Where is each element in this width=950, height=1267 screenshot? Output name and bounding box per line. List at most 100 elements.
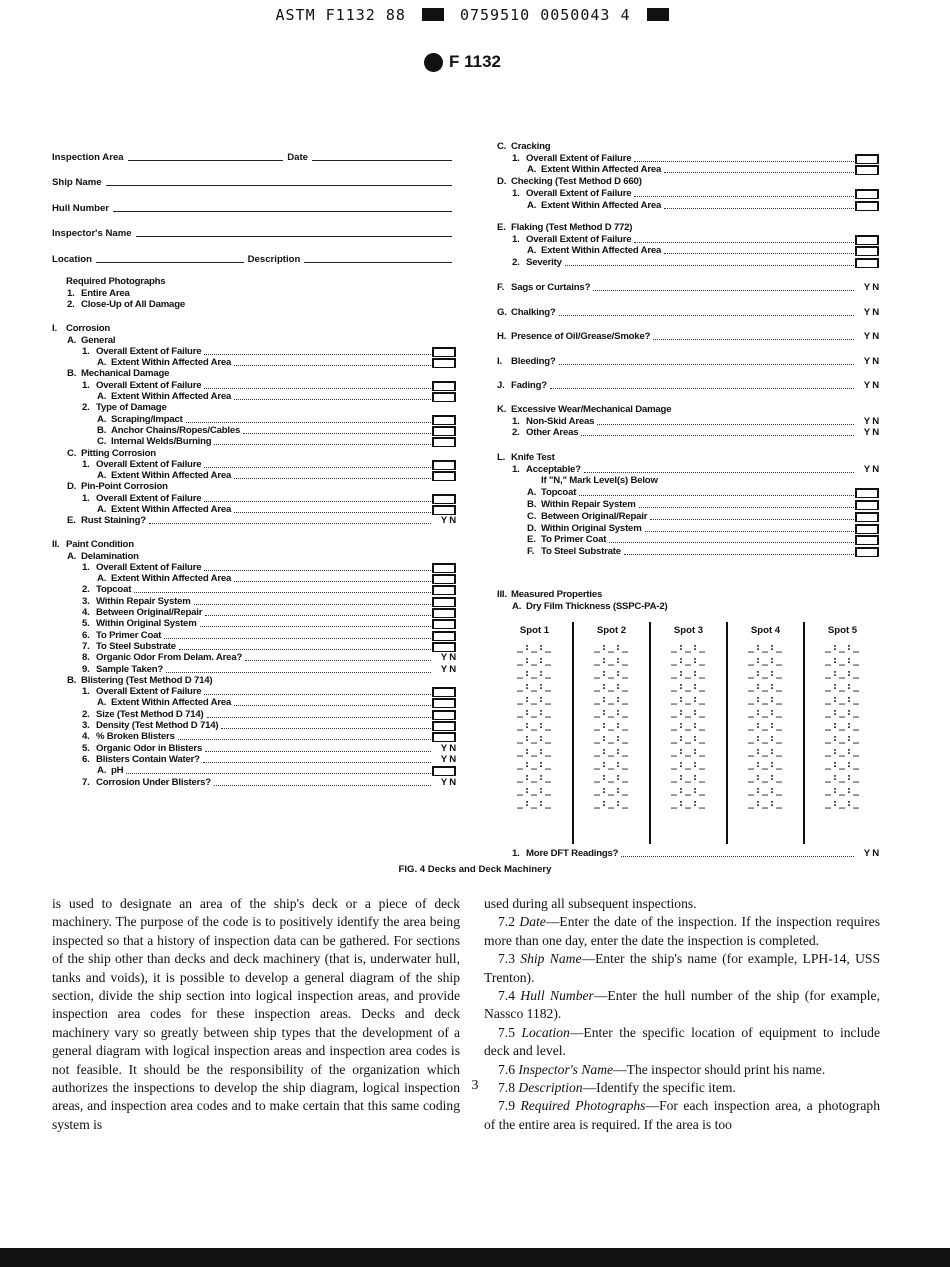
- dft-reading-field[interactable]: _:_:_: [747, 772, 784, 783]
- dft-reading-field[interactable]: _:_:_: [670, 733, 707, 744]
- rating-box[interactable]: [432, 505, 456, 516]
- yes-no-choice[interactable]: Y N: [863, 427, 879, 439]
- inspector-field[interactable]: [135, 236, 452, 237]
- yes-no-choice[interactable]: Y N: [440, 742, 456, 754]
- yes-no-choice[interactable]: Y N: [863, 379, 879, 391]
- dft-reading-field[interactable]: _:_:_: [670, 668, 707, 679]
- rating-box[interactable]: [855, 246, 879, 257]
- dft-reading-field[interactable]: _:_:_: [670, 707, 707, 718]
- dft-reading-field[interactable]: _:_:_: [670, 746, 707, 757]
- yes-no-choice[interactable]: Y N: [440, 515, 456, 527]
- dft-reading-field[interactable]: _:_:_: [516, 720, 553, 731]
- dft-reading-field[interactable]: _:_:_: [516, 759, 553, 770]
- dft-reading-field[interactable]: _:_:_: [516, 733, 553, 744]
- rating-box[interactable]: [432, 585, 456, 596]
- dft-reading-field[interactable]: _:_:_: [670, 681, 707, 692]
- rating-box[interactable]: [432, 358, 456, 369]
- dft-reading-field[interactable]: _:_:_: [516, 798, 553, 809]
- dft-reading-field[interactable]: _:_:_: [670, 720, 707, 731]
- dft-reading-field[interactable]: _:_:_: [670, 642, 707, 653]
- rating-box[interactable]: [432, 346, 456, 357]
- rating-box[interactable]: [432, 414, 456, 425]
- dft-reading-field[interactable]: _:_:_: [670, 759, 707, 770]
- dft-reading-field[interactable]: _:_:_: [670, 798, 707, 809]
- yes-no-choice[interactable]: Y N: [863, 847, 879, 859]
- rating-box[interactable]: [432, 392, 456, 403]
- rating-box[interactable]: [432, 425, 456, 436]
- dft-reading-field[interactable]: _:_:_: [824, 642, 861, 653]
- rating-box[interactable]: [432, 619, 456, 630]
- dft-reading-field[interactable]: _:_:_: [593, 785, 630, 796]
- dft-reading-field[interactable]: _:_:_: [824, 681, 861, 692]
- rating-box[interactable]: [855, 499, 879, 510]
- rating-box[interactable]: [432, 471, 456, 482]
- dft-reading-field[interactable]: _:_:_: [747, 759, 784, 770]
- rating-box[interactable]: [432, 709, 456, 720]
- dft-reading-field[interactable]: _:_:_: [747, 707, 784, 718]
- dft-reading-field[interactable]: _:_:_: [824, 798, 861, 809]
- dft-reading-field[interactable]: _:_:_: [516, 642, 553, 653]
- dft-reading-field[interactable]: _:_:_: [747, 694, 784, 705]
- dft-reading-field[interactable]: _:_:_: [593, 707, 630, 718]
- rating-box[interactable]: [855, 258, 879, 269]
- dft-reading-field[interactable]: _:_:_: [516, 785, 553, 796]
- dft-reading-field[interactable]: _:_:_: [670, 694, 707, 705]
- dft-reading-field[interactable]: _:_:_: [747, 720, 784, 731]
- dft-reading-field[interactable]: _:_:_: [593, 759, 630, 770]
- rating-box[interactable]: [432, 380, 456, 391]
- dft-reading-field[interactable]: _:_:_: [824, 772, 861, 783]
- dft-reading-field[interactable]: _:_:_: [593, 655, 630, 666]
- dft-reading-field[interactable]: _:_:_: [824, 707, 861, 718]
- rating-box[interactable]: [432, 641, 456, 652]
- rating-box[interactable]: [855, 153, 879, 164]
- dft-reading-field[interactable]: _:_:_: [747, 655, 784, 666]
- yes-no-choice[interactable]: Y N: [863, 306, 879, 318]
- dft-reading-field[interactable]: _:_:_: [747, 681, 784, 692]
- rating-box[interactable]: [855, 165, 879, 176]
- yes-no-choice[interactable]: Y N: [863, 330, 879, 342]
- description-field[interactable]: [304, 262, 453, 263]
- dft-reading-field[interactable]: _:_:_: [747, 746, 784, 757]
- dft-reading-field[interactable]: _:_:_: [593, 746, 630, 757]
- yes-no-choice[interactable]: Y N: [440, 652, 456, 664]
- dft-reading-field[interactable]: _:_:_: [516, 694, 553, 705]
- yes-no-choice[interactable]: Y N: [863, 355, 879, 367]
- rating-box[interactable]: [432, 437, 456, 448]
- dft-reading-field[interactable]: _:_:_: [516, 746, 553, 757]
- dft-reading-field[interactable]: _:_:_: [593, 694, 630, 705]
- yes-no-choice[interactable]: Y N: [863, 415, 879, 427]
- rating-box[interactable]: [432, 596, 456, 607]
- dft-reading-field[interactable]: _:_:_: [593, 681, 630, 692]
- dft-reading-field[interactable]: _:_:_: [824, 668, 861, 679]
- yes-no-choice[interactable]: Y N: [440, 663, 456, 675]
- dft-reading-field[interactable]: _:_:_: [593, 772, 630, 783]
- rating-box[interactable]: [432, 766, 456, 777]
- dft-reading-field[interactable]: _:_:_: [824, 733, 861, 744]
- yes-no-choice[interactable]: Y N: [863, 463, 879, 475]
- dft-reading-field[interactable]: _:_:_: [516, 772, 553, 783]
- rating-box[interactable]: [432, 493, 456, 504]
- ship-name-field[interactable]: [105, 185, 452, 186]
- dft-reading-field[interactable]: _:_:_: [747, 798, 784, 809]
- location-field[interactable]: [95, 262, 244, 263]
- dft-reading-field[interactable]: _:_:_: [593, 733, 630, 744]
- inspection-area-field[interactable]: [127, 160, 284, 161]
- dft-reading-field[interactable]: _:_:_: [747, 733, 784, 744]
- rating-box[interactable]: [432, 562, 456, 573]
- dft-reading-field[interactable]: _:_:_: [824, 759, 861, 770]
- rating-box[interactable]: [855, 188, 879, 199]
- date-field[interactable]: [311, 160, 452, 161]
- dft-reading-field[interactable]: _:_:_: [747, 642, 784, 653]
- rating-box[interactable]: [432, 732, 456, 743]
- dft-reading-field[interactable]: _:_:_: [824, 720, 861, 731]
- rating-box[interactable]: [855, 511, 879, 522]
- dft-reading-field[interactable]: _:_:_: [516, 668, 553, 679]
- dft-reading-field[interactable]: _:_:_: [593, 798, 630, 809]
- rating-box[interactable]: [432, 630, 456, 641]
- dft-reading-field[interactable]: _:_:_: [824, 655, 861, 666]
- dft-reading-field[interactable]: _:_:_: [824, 785, 861, 796]
- rating-box[interactable]: [855, 535, 879, 546]
- rating-box[interactable]: [432, 608, 456, 619]
- rating-box[interactable]: [432, 459, 456, 470]
- dft-reading-field[interactable]: _:_:_: [516, 655, 553, 666]
